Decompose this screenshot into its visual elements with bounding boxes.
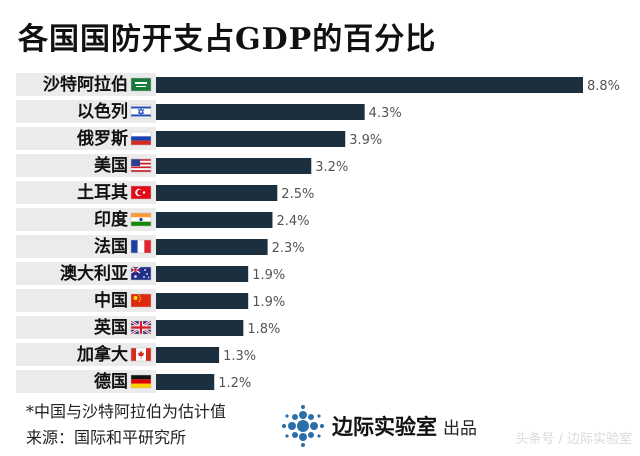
uk-flag-icon bbox=[130, 319, 152, 336]
value-label: 1.9% bbox=[252, 295, 285, 310]
source-note: 来源：国际和平研究所 bbox=[26, 428, 187, 447]
row-label-background bbox=[16, 316, 156, 339]
australia-flag-icon bbox=[130, 266, 152, 281]
bar-row: 俄罗斯 3.9% bbox=[16, 127, 382, 150]
row-label-background bbox=[16, 262, 156, 285]
row-label-background bbox=[16, 100, 156, 123]
bar-row: 澳大利亚 1.9% bbox=[16, 262, 285, 285]
bar-chart: 沙特阿拉伯 8.8% 以色列 4.3% 俄罗斯 3.9% 美国 3.2% 土耳其 2.5% 印度 2.… bbox=[16, 73, 620, 393]
category-label: 法国 bbox=[94, 236, 128, 257]
bar bbox=[156, 347, 220, 363]
bar bbox=[156, 266, 249, 282]
brand: 边际实验室 出品 bbox=[278, 404, 477, 448]
bar-row: 中国 1.9% bbox=[16, 289, 285, 312]
bar bbox=[156, 374, 215, 390]
category-label: 英国 bbox=[94, 317, 128, 338]
value-label: 1.2% bbox=[218, 376, 251, 391]
row-label-background bbox=[16, 289, 156, 312]
value-label: 1.9% bbox=[252, 268, 285, 283]
value-label: 2.5% bbox=[281, 187, 314, 202]
value-label: 2.4% bbox=[276, 214, 309, 229]
bar bbox=[156, 320, 244, 336]
bar bbox=[156, 293, 249, 309]
bar bbox=[156, 185, 278, 201]
bar-row: 以色列 4.3% bbox=[16, 100, 402, 123]
value-label: 1.8% bbox=[247, 322, 280, 337]
value-label: 8.8% bbox=[587, 79, 620, 94]
bar-row: 加拿大 1.3% bbox=[16, 343, 256, 366]
category-label: 俄罗斯 bbox=[76, 128, 128, 149]
category-label: 以色列 bbox=[77, 101, 128, 122]
value-label: 3.9% bbox=[349, 133, 382, 148]
category-label: 加拿大 bbox=[76, 344, 128, 365]
category-label: 德国 bbox=[94, 371, 128, 392]
brand-suffix: 出品 bbox=[443, 418, 477, 439]
row-label-background bbox=[16, 208, 156, 231]
row-label-background bbox=[16, 154, 156, 177]
category-label: 印度 bbox=[94, 209, 129, 230]
bar-row: 印度 2.4% bbox=[16, 208, 309, 231]
category-label: 沙特阿拉伯 bbox=[43, 74, 128, 95]
bar-row: 土耳其 2.5% bbox=[16, 181, 314, 204]
bar-row: 美国 3.2% bbox=[16, 154, 348, 177]
row-label-background bbox=[16, 370, 156, 393]
bar bbox=[156, 104, 365, 120]
bar bbox=[156, 158, 312, 174]
footnote: *中国与沙特阿拉伯为估计值 bbox=[26, 402, 227, 421]
india-flag-icon bbox=[130, 212, 152, 227]
germany-flag-icon bbox=[130, 374, 152, 389]
brand-name: 边际实验室 bbox=[332, 415, 437, 439]
row-label-background bbox=[16, 235, 156, 258]
israel-flag-icon bbox=[130, 104, 152, 119]
bar bbox=[156, 77, 583, 93]
dot-cluster-logo-icon bbox=[282, 405, 324, 447]
value-label: 1.3% bbox=[223, 349, 256, 364]
bar-row: 英国 1.8% bbox=[16, 316, 280, 339]
bar-row: 沙特阿拉伯 8.8% bbox=[16, 73, 620, 96]
row-label-background bbox=[16, 181, 156, 204]
bar-row: 法国 2.3% bbox=[16, 235, 305, 258]
value-label: 4.3% bbox=[369, 106, 402, 121]
value-label: 2.3% bbox=[272, 241, 305, 256]
value-label: 3.2% bbox=[315, 160, 348, 175]
saudi-arabia-flag-icon bbox=[130, 77, 152, 92]
category-label: 澳大利亚 bbox=[60, 263, 128, 284]
row-label-background bbox=[16, 73, 156, 96]
canada-flag-icon bbox=[130, 347, 152, 362]
france-flag-icon bbox=[130, 239, 152, 254]
chart-title: 各国国防开支占GDP的百分比 bbox=[18, 22, 437, 57]
category-label: 美国 bbox=[94, 155, 128, 176]
usa-flag-icon bbox=[130, 158, 152, 173]
category-label: 土耳其 bbox=[77, 182, 128, 203]
turkey-flag-icon bbox=[130, 185, 152, 200]
bar bbox=[156, 239, 268, 255]
bar-row: 德国 1.2% bbox=[16, 370, 251, 393]
bar bbox=[156, 212, 273, 228]
russia-flag-icon bbox=[130, 131, 152, 146]
watermark: 头条号 / 边际实验室 bbox=[515, 432, 632, 447]
category-label: 中国 bbox=[94, 290, 128, 311]
bar bbox=[156, 131, 346, 147]
row-label-background bbox=[16, 127, 156, 150]
row-label-background bbox=[16, 343, 156, 366]
china-flag-icon bbox=[130, 293, 152, 308]
